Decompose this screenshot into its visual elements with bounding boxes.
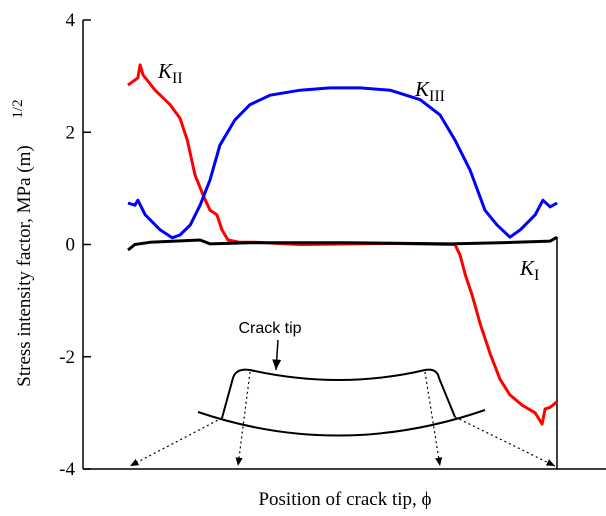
annotation: Crack tip xyxy=(238,320,301,337)
y-tick-label: -2 xyxy=(59,347,75,368)
y-tick-label: 4 xyxy=(66,10,76,31)
crack-diagram xyxy=(129,339,556,467)
series-line xyxy=(127,63,559,426)
series-line xyxy=(127,86,558,240)
legend-label: KII xyxy=(157,59,183,87)
legend-label: KI xyxy=(519,256,539,284)
y-tick-label: 2 xyxy=(66,122,76,143)
legend-label: KIII xyxy=(414,77,445,105)
y-tick-label: 0 xyxy=(66,235,76,256)
series-line xyxy=(127,235,558,252)
y-axis-title: Stress intensity factor, MPa (m) 1/2 xyxy=(10,99,35,386)
y-tick-label: -4 xyxy=(59,459,75,480)
y-axis-label: Stress intensity factor, MPa (m) xyxy=(14,145,35,386)
y-axis-label-superscript: 1/2 xyxy=(10,99,26,118)
x-axis-label: Position of crack tip, ϕ xyxy=(258,489,431,510)
